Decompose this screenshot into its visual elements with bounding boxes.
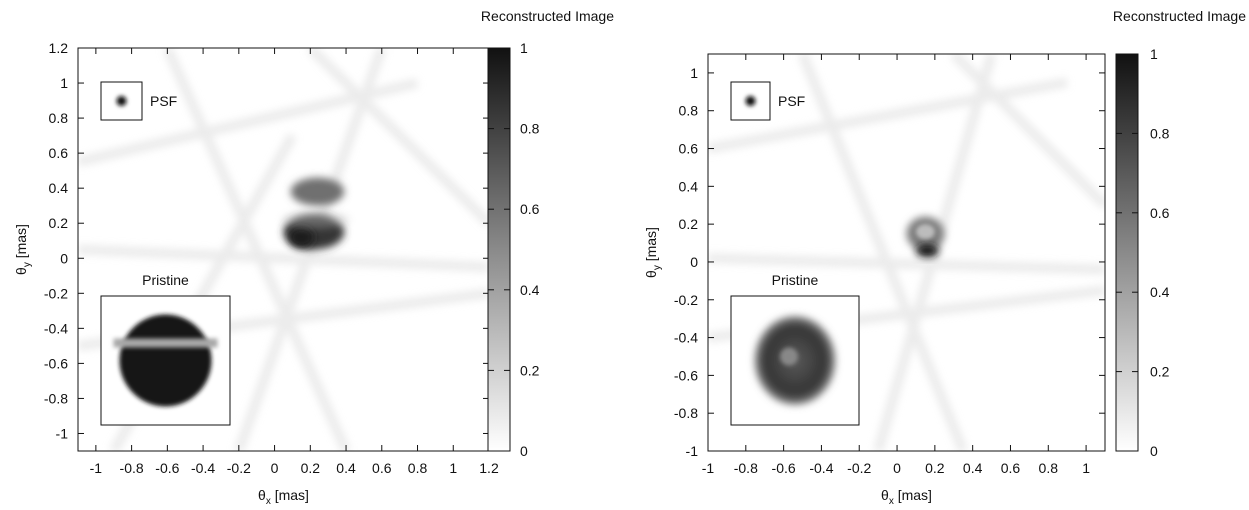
pristine-label: Pristine: [142, 272, 189, 288]
colorbar: [487, 47, 511, 452]
x-tick-label: 1: [1082, 460, 1090, 476]
x-tick-label: -0.6: [155, 460, 179, 476]
x-axis-label: θx [mas]: [258, 487, 309, 507]
y-tick-label: 0.2: [49, 215, 69, 231]
artifact-streak-4: [708, 77, 1069, 154]
y-tick-label: -0.6: [674, 367, 698, 383]
pristine-label: Pristine: [772, 272, 819, 288]
y-tick-label: -1: [686, 443, 699, 459]
y-tick-label: -0.4: [674, 330, 698, 346]
y-tick-label: 0: [60, 250, 68, 266]
x-tick-label: 0.8: [408, 460, 428, 476]
artifact-streaks: [78, 48, 489, 451]
y-tick-label: -0.2: [44, 285, 68, 301]
artifact-streak-1: [78, 244, 489, 273]
y-tick-label: -0.8: [674, 405, 698, 421]
y-tick-label: 1: [60, 75, 68, 91]
feature-dark-core: [288, 226, 314, 248]
artifact-streak-6: [306, 48, 489, 227]
colorbar-tick-label: 0.6: [520, 201, 540, 217]
colorbar-tick-label: 0.2: [1150, 364, 1170, 380]
x-tick-label: 1.2: [479, 460, 499, 476]
x-tick-label: -0.8: [734, 460, 758, 476]
artifact-streak-2: [797, 54, 968, 451]
colorbar-tick-label: 0: [520, 443, 528, 459]
feature-dark-core: [915, 243, 939, 258]
colorbar: [1115, 53, 1139, 452]
colorbar-tick-label: 0.4: [520, 282, 540, 298]
y-tick-label: -1: [56, 425, 69, 441]
feature-ring-hole: [915, 224, 935, 240]
x-tick-label: 0.2: [925, 460, 945, 476]
x-tick-label: 0.4: [963, 460, 983, 476]
x-tick-label: 0: [271, 460, 279, 476]
colorbar-tick-label: 0.6: [1150, 205, 1170, 221]
y-tick-label: 0.8: [679, 103, 699, 119]
y-tick-label: 0.8: [49, 110, 69, 126]
pristine-disk: [119, 314, 212, 407]
x-tick-label: -1: [702, 460, 715, 476]
y-axis-label: θy [mas]: [643, 227, 663, 278]
y-tick-label: 0.4: [49, 180, 69, 196]
y-tick-label: 0.6: [49, 145, 69, 161]
pristine-spot: [780, 347, 798, 366]
psf-spot: [116, 96, 127, 106]
x-axis-label: θx [mas]: [881, 487, 932, 507]
colorbar-tick-label: 0.4: [1150, 284, 1170, 300]
psf-label: PSF: [778, 93, 805, 109]
x-tick-label: 0.2: [301, 460, 321, 476]
x-tick-label: -0.4: [191, 460, 215, 476]
colorbar-tick-label: 1: [1150, 46, 1158, 62]
colorbar-tick-label: 0.2: [520, 362, 540, 378]
colorbar-tick-label: 0.8: [520, 121, 540, 137]
plot-frame: [707, 53, 1106, 452]
psf-box: [730, 81, 771, 121]
x-tick-label: -0.2: [847, 460, 871, 476]
chart-panel-1: Reconstructed Image PSF Pristine -1 -0.8 -0.6…: [13, 8, 614, 507]
x-tick-label: 0.4: [336, 460, 356, 476]
y-axis-label: θy [mas]: [13, 224, 33, 275]
chart-panel-2: Reconstructed Image PSF Pristine -1 -0.8 -0.6…: [643, 8, 1246, 507]
y-tick-label: 0.6: [679, 141, 699, 157]
y-tick-label: 0: [690, 254, 698, 270]
y-tick-label: 0.2: [679, 216, 699, 232]
x-tick-label: -0.4: [809, 460, 833, 476]
y-tick-label: -0.2: [674, 292, 698, 308]
y-tick-label: 1.2: [49, 40, 69, 56]
colorbar-tick-label: 0.8: [1150, 125, 1170, 141]
colorbar-tick-label: 0: [1150, 443, 1158, 459]
artifact-streak-6: [950, 54, 1105, 209]
x-tick-label: 0.6: [1001, 460, 1021, 476]
x-tick-label: 0.6: [372, 460, 392, 476]
x-tick-label: -0.6: [772, 460, 796, 476]
feature-halo: [281, 210, 350, 229]
y-tick-label: 0.4: [679, 178, 699, 194]
y-tick-label: -0.6: [44, 355, 68, 371]
psf-label: PSF: [150, 93, 177, 109]
artifact-streak-3: [234, 48, 387, 451]
x-tick-label: -0.8: [120, 460, 144, 476]
psf-box: [100, 81, 143, 121]
feature-upper-lobe: [290, 177, 345, 206]
artifact-streak-1: [708, 253, 1105, 275]
x-tick-label: -1: [90, 460, 103, 476]
artifact-streak-2: [162, 48, 351, 451]
x-tick-label: 0.8: [1039, 460, 1059, 476]
x-tick-label: -0.2: [227, 460, 251, 476]
colorbar-tick-label: 1: [520, 40, 528, 56]
y-tick-label: 1: [690, 65, 698, 81]
pristine-gap: [113, 338, 218, 348]
y-tick-label: -0.4: [44, 320, 68, 336]
chart-title: Reconstructed Image: [481, 8, 614, 24]
psf-spot: [745, 96, 756, 106]
chart-title: Reconstructed Image: [1113, 8, 1246, 24]
x-tick-label: 0: [893, 460, 901, 476]
x-tick-label: 1: [449, 460, 457, 476]
y-tick-label: -0.8: [44, 390, 68, 406]
